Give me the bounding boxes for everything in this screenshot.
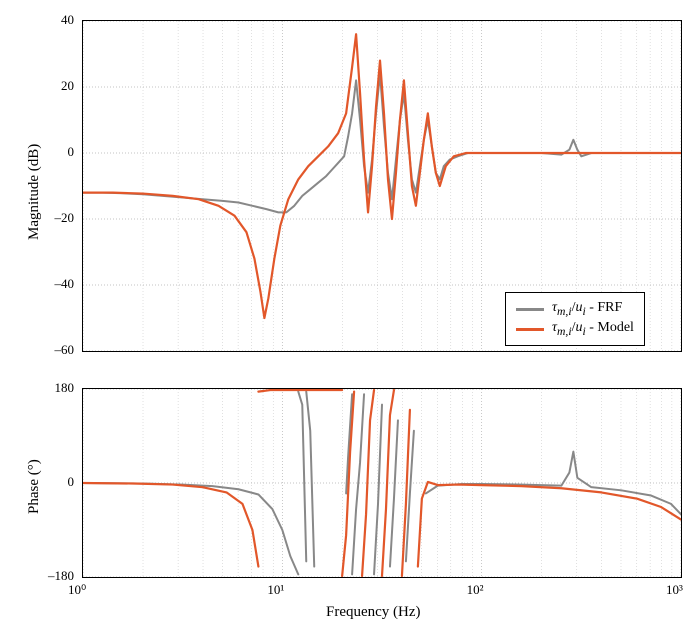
ytick-label: 0 (32, 144, 74, 160)
series-model (258, 390, 342, 392)
series-frf (306, 392, 314, 567)
series-frf (298, 392, 306, 562)
ytick-label: 0 (32, 474, 74, 490)
phase-panel (82, 388, 682, 578)
series-frf (390, 420, 398, 566)
xtick-label: 10³ (666, 582, 683, 598)
legend-label: τm,i/ui - Model (552, 320, 634, 338)
ytick-label: –60 (32, 342, 74, 358)
legend-row: τm,i/ui - FRF (516, 299, 634, 319)
series-model (342, 392, 354, 576)
xtick-label: 10¹ (267, 582, 284, 598)
series-frf (352, 394, 364, 574)
series-model (83, 34, 681, 318)
series-model (362, 390, 374, 576)
xtick-label: 10² (467, 582, 484, 598)
bode-figure: Magnitude (dB) Phase (°) Frequency (Hz) … (0, 0, 700, 621)
legend-swatch (516, 308, 544, 311)
legend: τm,i/ui - FRF τm,i/ui - Model (505, 292, 645, 346)
ytick-label: 40 (32, 12, 74, 28)
ytick-label: –40 (32, 276, 74, 292)
legend-row: τm,i/ui - Model (516, 319, 634, 339)
ytick-label: 180 (32, 380, 74, 396)
ytick-label: –20 (32, 210, 74, 226)
xtick-label: 10⁰ (68, 582, 86, 598)
xlabel: Frequency (Hz) (326, 604, 421, 621)
legend-label: τm,i/ui - FRF (552, 300, 622, 318)
ytick-label: 20 (32, 78, 74, 94)
legend-swatch (516, 328, 544, 331)
series-frf (83, 483, 298, 574)
series-model (83, 483, 258, 567)
series-frf (374, 405, 382, 575)
